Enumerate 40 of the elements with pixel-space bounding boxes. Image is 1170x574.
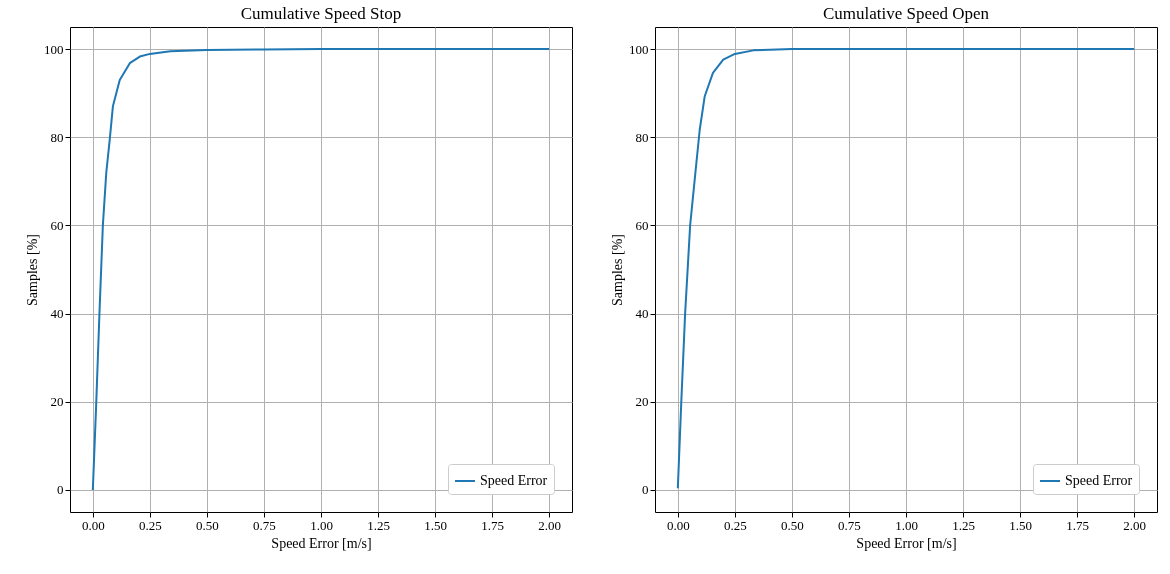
y-tick-label: 100 bbox=[629, 41, 649, 57]
x-tick-label: 0.00 bbox=[81, 517, 105, 533]
y-axis-title: Samples [%] bbox=[610, 234, 625, 306]
x-tick-label: 1.25 bbox=[952, 517, 975, 533]
chart-title: Cumulative Speed Open bbox=[822, 4, 990, 23]
y-tick-label: 20 bbox=[50, 394, 64, 410]
x-tick-label: 0.50 bbox=[781, 517, 804, 533]
y-tick-label: 20 bbox=[635, 394, 649, 410]
x-tick-label: 1.50 bbox=[1009, 517, 1032, 533]
x-tick-label: 2.00 bbox=[1123, 517, 1147, 533]
x-tick-label: 0.00 bbox=[666, 517, 690, 533]
y-tick-label: 60 bbox=[50, 217, 64, 233]
x-tick-label: 1.50 bbox=[424, 517, 447, 533]
x-tick-label: 1.25 bbox=[367, 517, 390, 533]
y-tick-label: 40 bbox=[635, 306, 649, 322]
y-tick-label: 100 bbox=[44, 41, 64, 57]
y-tick-label: 60 bbox=[635, 217, 649, 233]
x-axis-title: Speed Error [m/s] bbox=[856, 535, 957, 551]
line-series bbox=[676, 48, 1136, 490]
legend-label: Speed Error bbox=[480, 473, 548, 488]
x-tick-label: 0.25 bbox=[138, 517, 162, 533]
x-tick-label: 1.00 bbox=[895, 517, 918, 533]
x-tick-label: 1.00 bbox=[310, 517, 333, 533]
y-tick-label: 80 bbox=[635, 129, 649, 145]
y-tick-label: 0 bbox=[57, 482, 64, 498]
y-axis-title: Samples [%] bbox=[25, 234, 40, 306]
x-tick-label: 0.75 bbox=[838, 517, 861, 533]
x-tick-label: 2.00 bbox=[538, 517, 562, 533]
y-tick-label: 0 bbox=[642, 482, 649, 498]
chart-title: Cumulative Speed Stop bbox=[240, 4, 402, 23]
x-tick-label: 0.75 bbox=[253, 517, 276, 533]
line-series bbox=[91, 48, 551, 491]
x-tick-label: 0.50 bbox=[196, 517, 219, 533]
x-tick-label: 0.25 bbox=[723, 517, 747, 533]
x-tick-label: 1.75 bbox=[481, 517, 505, 533]
y-tick-label: 80 bbox=[50, 129, 64, 145]
x-axis-title: Speed Error [m/s] bbox=[271, 535, 372, 551]
y-tick-label: 40 bbox=[50, 306, 64, 322]
legend-label: Speed Error bbox=[1065, 473, 1133, 488]
x-tick-label: 1.75 bbox=[1066, 517, 1090, 533]
